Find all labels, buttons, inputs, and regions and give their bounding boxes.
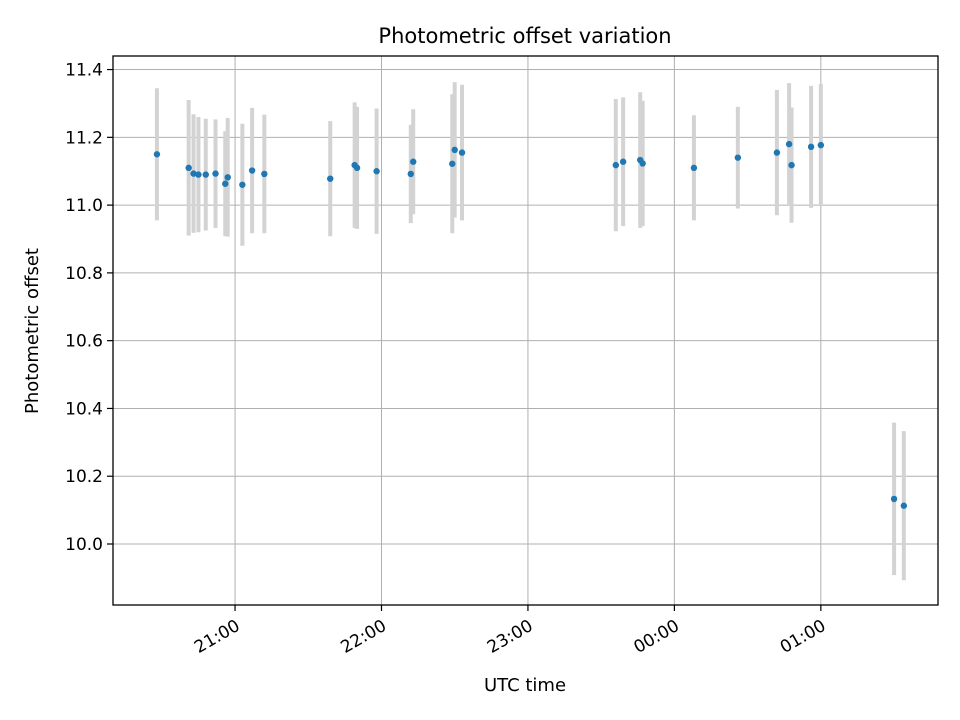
data-point-26 [773, 149, 781, 156]
data-point-24 [690, 164, 698, 172]
data-point-10 [261, 170, 268, 178]
data-point-7 [224, 174, 231, 181]
plot-frame [112, 55, 939, 606]
data-point-8 [239, 181, 246, 188]
data-point-4 [202, 171, 209, 178]
plot-area [113, 56, 938, 605]
data-point-16 [410, 158, 417, 165]
data-point-17 [449, 160, 456, 167]
data-point-14 [373, 168, 380, 175]
data-point-30 [817, 141, 825, 149]
data-point-15 [407, 170, 414, 178]
chart-title: Photometric offset variation [378, 24, 671, 48]
data-point-13 [353, 164, 361, 172]
y-tick-label-1: 10.2 [65, 467, 103, 487]
data-point-6 [222, 180, 229, 187]
data-point-29 [807, 143, 815, 151]
data-point-20 [612, 161, 620, 169]
y-tick-label-5: 11.0 [65, 196, 103, 216]
y-tick-label-4: 10.8 [65, 264, 103, 284]
y-tick-label-0: 10.0 [65, 535, 103, 555]
data-point-0 [153, 151, 161, 158]
data-point-21 [619, 158, 627, 165]
data-point-32 [900, 502, 908, 509]
y-tick-label-3: 10.6 [65, 332, 103, 352]
data-point-5 [212, 170, 219, 177]
data-point-9 [248, 167, 256, 174]
y-tick-label-2: 10.4 [65, 399, 103, 419]
data-point-23 [639, 160, 646, 167]
data-point-2 [190, 170, 197, 177]
data-point-11 [327, 175, 334, 182]
data-point-28 [788, 161, 795, 169]
data-point-19 [458, 149, 466, 156]
y-axis-label: Photometric offset [22, 248, 43, 414]
data-point-18 [451, 146, 458, 154]
y-tick-label-7: 11.4 [65, 61, 103, 81]
y-tick-label-6: 11.2 [65, 128, 103, 148]
data-point-1 [185, 164, 192, 172]
data-point-3 [195, 171, 202, 178]
data-points [153, 140, 908, 509]
y-axis-ticks: 10.0 10.2 10.4 10.6 10.8 11.0 11.2 11.4 [65, 61, 113, 555]
data-point-25 [734, 154, 742, 161]
data-point-27 [785, 140, 793, 148]
grid-lines [113, 56, 938, 605]
x-axis-label: UTC time [484, 675, 566, 696]
data-point-31 [890, 495, 898, 503]
